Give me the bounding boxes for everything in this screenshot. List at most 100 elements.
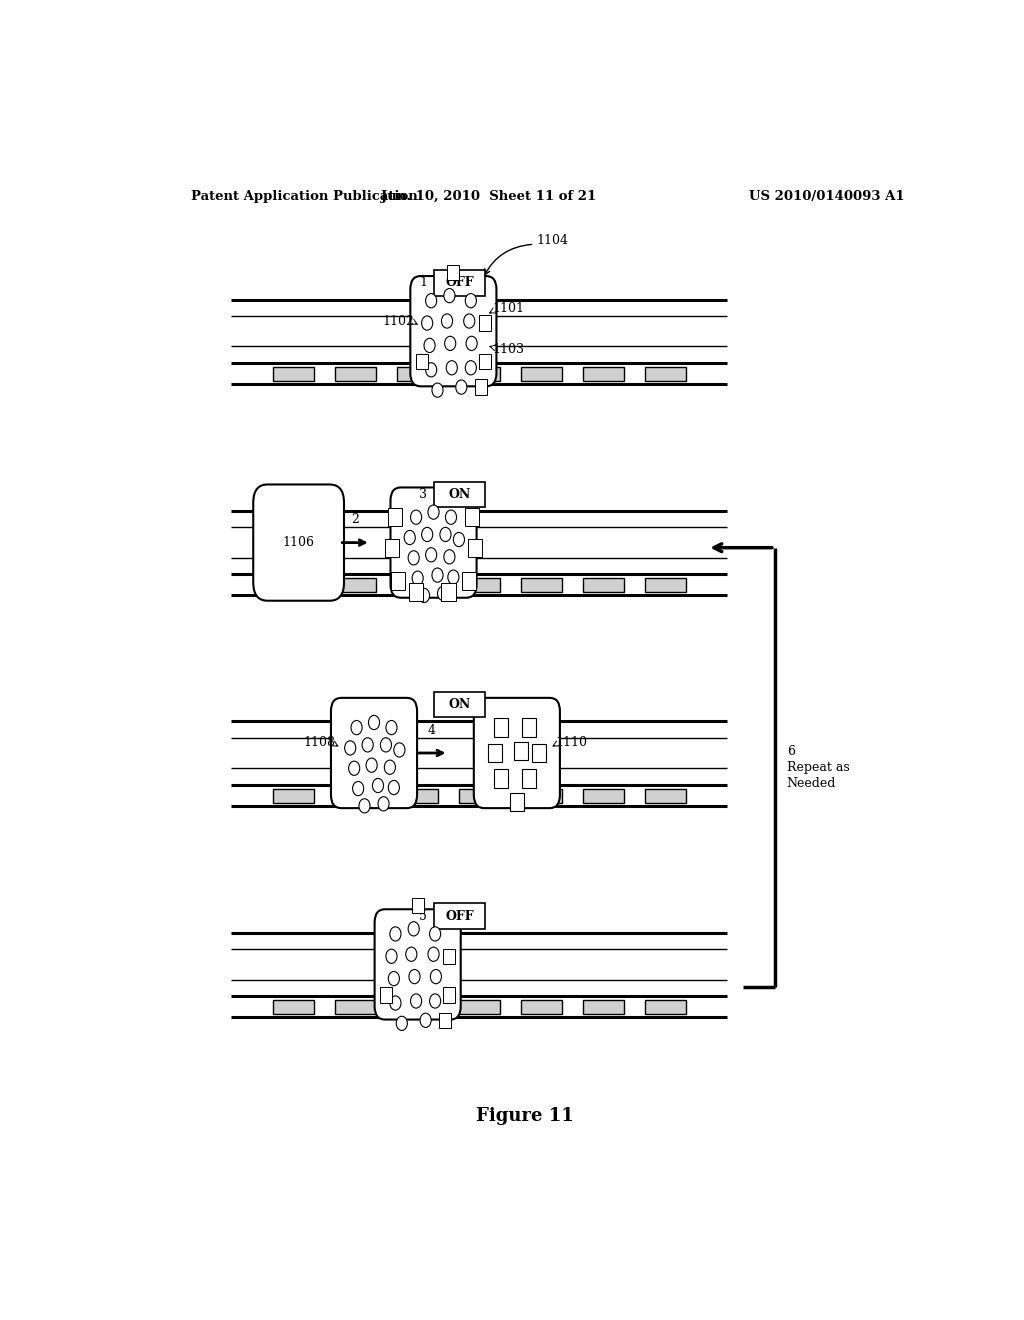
Bar bbox=[468, 539, 482, 557]
Bar bbox=[510, 792, 524, 810]
Bar bbox=[487, 744, 502, 762]
Bar bbox=[380, 987, 392, 1002]
Bar bbox=[385, 539, 399, 557]
Text: 3: 3 bbox=[419, 488, 427, 500]
Circle shape bbox=[428, 506, 439, 519]
Bar bbox=[396, 788, 438, 803]
Circle shape bbox=[390, 995, 401, 1010]
Text: OFF: OFF bbox=[445, 909, 474, 923]
Circle shape bbox=[394, 743, 404, 758]
Bar bbox=[447, 264, 460, 280]
Text: Jun. 10, 2010  Sheet 11 of 21: Jun. 10, 2010 Sheet 11 of 21 bbox=[382, 190, 597, 202]
Bar bbox=[644, 578, 686, 593]
Bar bbox=[433, 903, 485, 929]
Bar bbox=[531, 744, 546, 762]
Bar bbox=[439, 1012, 452, 1028]
Bar bbox=[335, 1001, 376, 1014]
FancyBboxPatch shape bbox=[331, 698, 417, 808]
Bar bbox=[520, 788, 562, 803]
Bar bbox=[465, 508, 479, 527]
FancyBboxPatch shape bbox=[411, 276, 497, 387]
Circle shape bbox=[406, 948, 417, 961]
Bar bbox=[644, 367, 686, 381]
Bar bbox=[644, 788, 686, 803]
Circle shape bbox=[411, 510, 422, 524]
Circle shape bbox=[444, 337, 456, 351]
Bar bbox=[494, 718, 508, 737]
Circle shape bbox=[412, 572, 423, 585]
Circle shape bbox=[430, 969, 441, 983]
Bar bbox=[272, 788, 313, 803]
Circle shape bbox=[466, 337, 477, 351]
Text: 1: 1 bbox=[419, 276, 427, 289]
Bar bbox=[583, 367, 624, 381]
Bar bbox=[272, 367, 313, 381]
Circle shape bbox=[411, 994, 422, 1008]
Circle shape bbox=[352, 781, 364, 796]
Text: 1102: 1102 bbox=[383, 314, 415, 327]
Circle shape bbox=[378, 797, 389, 810]
Text: 1106: 1106 bbox=[283, 536, 314, 549]
Bar bbox=[272, 1001, 313, 1014]
Circle shape bbox=[351, 721, 362, 735]
Circle shape bbox=[388, 780, 399, 795]
Circle shape bbox=[367, 758, 377, 772]
Circle shape bbox=[430, 994, 440, 1008]
Bar bbox=[520, 578, 562, 593]
Bar bbox=[388, 508, 402, 527]
Circle shape bbox=[409, 550, 419, 565]
Text: 1101: 1101 bbox=[493, 302, 524, 315]
Bar bbox=[462, 572, 476, 590]
Bar bbox=[583, 578, 624, 593]
Circle shape bbox=[386, 949, 397, 964]
Circle shape bbox=[445, 510, 457, 524]
Circle shape bbox=[345, 741, 355, 755]
Circle shape bbox=[426, 363, 436, 378]
Circle shape bbox=[373, 779, 384, 792]
Text: Patent Application Publication: Patent Application Publication bbox=[191, 190, 418, 202]
Text: OFF: OFF bbox=[445, 276, 474, 289]
Bar bbox=[409, 583, 423, 602]
Bar bbox=[412, 898, 424, 913]
Circle shape bbox=[390, 927, 401, 941]
Bar bbox=[433, 692, 485, 718]
Circle shape bbox=[432, 568, 443, 582]
Circle shape bbox=[430, 927, 440, 941]
Circle shape bbox=[404, 531, 416, 545]
Bar bbox=[521, 718, 536, 737]
Text: 1108: 1108 bbox=[303, 737, 335, 750]
Bar bbox=[514, 742, 528, 760]
Text: 2: 2 bbox=[351, 513, 358, 527]
FancyBboxPatch shape bbox=[474, 698, 560, 808]
Circle shape bbox=[437, 586, 449, 601]
Circle shape bbox=[465, 360, 476, 375]
Bar bbox=[441, 583, 456, 602]
Bar bbox=[459, 578, 500, 593]
Bar bbox=[443, 987, 456, 1002]
Bar bbox=[479, 354, 492, 370]
Bar bbox=[391, 572, 404, 590]
Circle shape bbox=[440, 528, 451, 541]
Text: 4: 4 bbox=[428, 723, 435, 737]
Circle shape bbox=[447, 570, 459, 585]
Bar bbox=[520, 1001, 562, 1014]
Circle shape bbox=[362, 738, 373, 752]
Bar bbox=[335, 578, 376, 593]
Circle shape bbox=[426, 548, 436, 562]
Bar bbox=[475, 379, 487, 395]
Bar bbox=[416, 354, 428, 370]
Circle shape bbox=[420, 1014, 431, 1027]
Text: 1110: 1110 bbox=[556, 737, 588, 750]
Text: 1103: 1103 bbox=[493, 343, 524, 356]
Bar bbox=[459, 367, 500, 381]
Circle shape bbox=[456, 380, 467, 395]
Text: Figure 11: Figure 11 bbox=[476, 1107, 573, 1125]
Text: 5: 5 bbox=[419, 909, 427, 923]
Circle shape bbox=[359, 799, 370, 813]
Bar bbox=[433, 482, 485, 507]
Bar bbox=[396, 1001, 438, 1014]
Circle shape bbox=[428, 948, 439, 961]
Bar bbox=[433, 271, 485, 296]
Circle shape bbox=[422, 315, 433, 330]
Bar bbox=[459, 788, 500, 803]
